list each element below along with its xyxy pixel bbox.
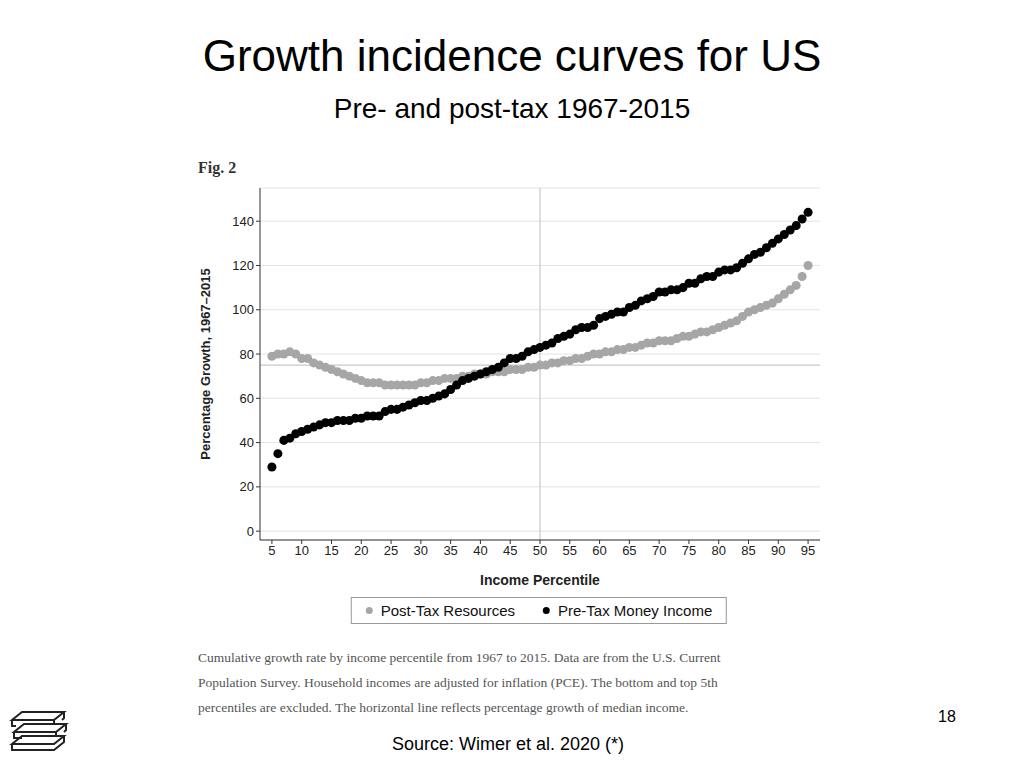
svg-text:140: 140	[232, 214, 254, 229]
html-text:Pre-Tax Money Income: Pre-Tax Money Income	[558, 602, 713, 619]
svg-text:100: 100	[232, 302, 254, 317]
html-text:Source: Wimer et al. 2020 (*): Source: Wimer et al. 2020 (*)	[392, 734, 624, 754]
svg-text:0: 0	[247, 524, 254, 539]
svg-text:10: 10	[294, 543, 308, 558]
html-text:Percentage Growth, 1967–2015: Percentage Growth, 1967–2015	[197, 268, 213, 460]
svg-text:5: 5	[268, 543, 275, 558]
svg-text:85: 85	[741, 543, 755, 558]
svg-text:65: 65	[622, 543, 636, 558]
svg-text:35: 35	[443, 543, 457, 558]
svg-text:30: 30	[414, 543, 428, 558]
svg-text:60: 60	[592, 543, 606, 558]
svg-text:15: 15	[324, 543, 338, 558]
svg-text:25: 25	[384, 543, 398, 558]
svg-text:80: 80	[711, 543, 725, 558]
svg-text:45: 45	[503, 543, 517, 558]
svg-text:20: 20	[240, 479, 254, 494]
svg-text:20: 20	[354, 543, 368, 558]
html-text:Post-Tax Resources: Post-Tax Resources	[380, 602, 515, 619]
html-text:Population Survey. Household i: Population Survey. Household incomes are…	[198, 675, 718, 690]
html-text:Growth incidence curves for US: Growth incidence curves for US	[202, 31, 822, 80]
html-text:18: 18	[938, 708, 956, 725]
svg-text:55: 55	[563, 543, 577, 558]
svg-text:120: 120	[232, 258, 254, 273]
html-text:Pre- and post-tax 1967-2015: Pre- and post-tax 1967-2015	[333, 93, 691, 124]
svg-text:95: 95	[801, 543, 815, 558]
svg-text:Income Percentile: Income Percentile	[480, 572, 600, 585]
html-text:Cumulative growth rate by inco: Cumulative growth rate by income percent…	[198, 650, 721, 665]
svg-text:75: 75	[682, 543, 696, 558]
html-text:percentiles are excluded. The: percentiles are excluded. The horizontal…	[198, 700, 689, 715]
html-text:Fig. 2: Fig. 2	[198, 159, 237, 176]
svg-text:90: 90	[771, 543, 785, 558]
svg-text:40: 40	[240, 435, 254, 450]
svg-text:80: 80	[240, 347, 254, 362]
svg-text:70: 70	[652, 543, 666, 558]
svg-text:60: 60	[240, 391, 254, 406]
svg-text:50: 50	[533, 543, 547, 558]
svg-text:40: 40	[473, 543, 487, 558]
